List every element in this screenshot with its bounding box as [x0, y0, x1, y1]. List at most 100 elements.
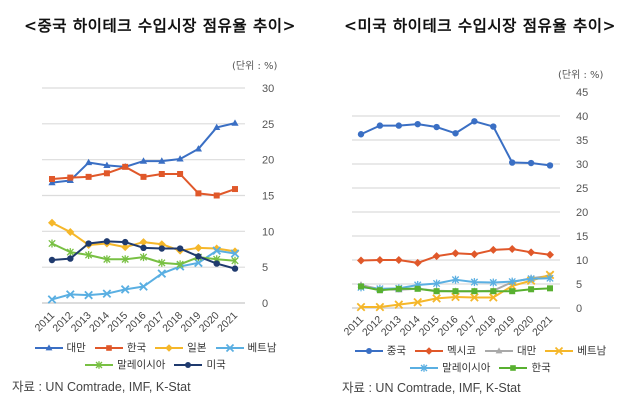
data-point	[120, 285, 130, 294]
data-point	[49, 176, 55, 183]
data-point	[413, 258, 422, 267]
data-point	[102, 289, 112, 299]
us-y-tick-label: 40	[576, 111, 588, 123]
data-point	[231, 256, 239, 265]
legend-swatch-icon	[94, 344, 123, 351]
china-chart-title: <중국 하이테크 수입시장 점유율 추이>	[24, 16, 296, 35]
legend-swatch-icon	[545, 346, 574, 355]
data-point	[103, 170, 110, 177]
legend-item: 한국	[498, 360, 551, 375]
legend-swatch-icon	[485, 346, 513, 353]
data-point	[509, 288, 516, 295]
us-y-tick-label: 20	[576, 207, 588, 219]
china-series-5	[48, 238, 239, 272]
data-point	[84, 250, 93, 259]
data-point	[413, 297, 423, 307]
data-point	[67, 174, 74, 181]
data-point	[176, 260, 184, 269]
data-point	[357, 131, 365, 138]
legend-label: 한국	[531, 362, 551, 374]
data-point	[158, 245, 165, 252]
legend-swatch-icon	[415, 346, 444, 355]
data-point	[194, 243, 203, 252]
data-point	[66, 228, 75, 237]
data-point	[103, 161, 111, 168]
legend-row: 말레이시아 미국	[10, 357, 300, 372]
us-y-tick-label: 30	[576, 159, 588, 171]
data-point	[395, 285, 402, 292]
us-y-tick-label: 0	[576, 303, 582, 315]
data-point	[357, 256, 365, 265]
legend-row: 대만 한국 일본 베트남	[10, 340, 300, 355]
data-point	[375, 302, 385, 312]
us-x-tick-label: 2020	[511, 314, 536, 339]
us-x-tick-label: 2016	[436, 314, 461, 339]
data-point	[490, 288, 497, 295]
us-chart-title: <미국 하이테크 수입시장 점유율 추이>	[344, 16, 616, 35]
china-y-tick-label: 10	[262, 226, 274, 238]
legend-row: 중국 멕시코 대만 베트남	[330, 343, 630, 358]
legend-label: 말레이시아	[117, 359, 166, 371]
legend-swatch-icon	[85, 360, 114, 369]
data-point	[432, 279, 441, 288]
legend-label: 한국	[126, 342, 147, 354]
data-point	[140, 244, 147, 252]
data-point	[470, 250, 479, 259]
china-series-1	[49, 163, 238, 199]
legend-swatch-icon	[155, 343, 184, 352]
legend-item: 말레이시아	[409, 360, 490, 375]
data-point	[122, 163, 129, 170]
data-point	[103, 238, 111, 245]
data-point	[414, 285, 421, 292]
data-point	[66, 248, 74, 257]
data-point	[358, 283, 364, 290]
legend-label: 대만	[517, 345, 537, 357]
us-x-tick-label: 2021	[530, 314, 555, 339]
legend-label: 미국	[206, 359, 226, 371]
data-point	[140, 173, 147, 180]
data-point	[195, 253, 202, 260]
data-point	[85, 158, 93, 166]
us-x-tick-label: 2015	[417, 314, 442, 339]
data-point	[48, 256, 56, 264]
data-point	[85, 240, 92, 247]
data-point	[195, 190, 202, 197]
data-point	[432, 252, 441, 261]
data-point	[213, 260, 220, 267]
us-source: 자료 : UN Comtrade, IMF, K-Stat	[342, 381, 521, 395]
us-line-chart: 0510152025303540452011201220132014201520…	[342, 87, 589, 339]
data-point	[48, 218, 56, 227]
us-x-tick-label: 2014	[398, 314, 423, 339]
data-point	[488, 293, 498, 302]
legend-item: 대만	[34, 340, 86, 355]
data-point	[432, 294, 441, 303]
legend-item: 멕시코	[414, 343, 476, 358]
china-unit-label: (단위 : %)	[232, 61, 278, 72]
legend-swatch-icon	[410, 363, 439, 372]
data-point	[508, 277, 516, 286]
data-point	[158, 258, 166, 267]
data-point	[48, 239, 56, 248]
us-x-tick-label: 2017	[455, 314, 480, 339]
data-point	[489, 278, 497, 287]
data-point	[527, 159, 535, 167]
legend-label: 베트남	[247, 342, 277, 354]
data-point	[84, 290, 93, 300]
legend-item: 일본	[154, 340, 207, 355]
data-point	[121, 255, 129, 264]
legend-label: 말레이시아	[442, 362, 491, 374]
data-point	[394, 300, 404, 309]
data-point	[376, 122, 384, 129]
data-point	[65, 290, 75, 299]
legend-row: 말레이시아 한국	[330, 360, 630, 375]
legend-label: 중국	[386, 345, 407, 357]
data-point	[212, 246, 222, 256]
china-y-tick-label: 15	[262, 191, 274, 203]
series-line	[360, 120, 551, 167]
data-point	[470, 278, 479, 287]
data-point	[139, 282, 148, 291]
data-point	[414, 120, 421, 128]
china-y-tick-label: 5	[262, 262, 268, 274]
us-x-tick-label: 2019	[492, 314, 517, 339]
data-point	[394, 256, 403, 264]
